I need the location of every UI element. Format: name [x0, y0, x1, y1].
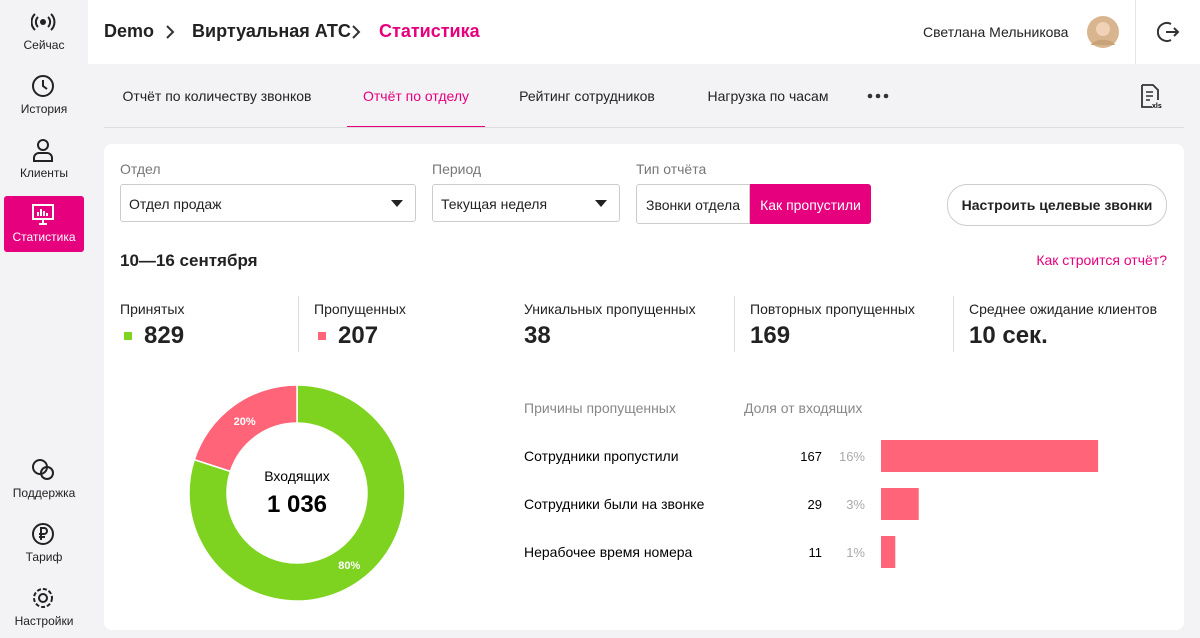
date-range: 10—16 сентября: [120, 251, 258, 270]
breadcrumb[interactable]: Виртуальная АТС: [192, 21, 351, 41]
more-tabs[interactable]: [866, 90, 890, 102]
reason-share: 16%: [839, 449, 865, 464]
reason-share: 1%: [846, 545, 865, 560]
svg-text:xls: xls: [1152, 103, 1162, 110]
toggle-option[interactable]: Звонки отдела: [636, 184, 750, 224]
user-name[interactable]: Светлана Мельникова: [923, 24, 1069, 40]
nav-item[interactable]: Поддержка: [4, 452, 84, 508]
stat-divider: [298, 296, 299, 352]
nav-icon: [32, 204, 54, 225]
nav-label: Клиенты: [19, 166, 69, 180]
nav-item[interactable]: Сейчас: [4, 4, 84, 60]
nav-icon: [31, 13, 56, 31]
header: Demo Виртуальная АТС Статистика Светлана…: [88, 0, 1200, 64]
select-value: Текущая неделя: [441, 196, 548, 212]
stat-value: 169: [750, 322, 791, 349]
caret: [595, 200, 607, 207]
nav-label: Поддержка: [12, 486, 76, 500]
slice-label: 20%: [234, 416, 256, 428]
nav-item[interactable]: Клиенты: [4, 132, 84, 188]
donut-slice: [188, 384, 406, 602]
caret: [391, 200, 403, 207]
stat-label: Повторных пропущенных: [750, 301, 915, 317]
charts: 80% 20% Входящих 1 036 Причины пропущенных До…: [188, 384, 1099, 602]
bar: [881, 536, 896, 568]
donut-center-label: Входящих: [264, 468, 330, 484]
tab[interactable]: Отчёт по отделу: [347, 64, 485, 128]
column-header: Причины пропущенных: [524, 400, 676, 416]
nav-label: История: [20, 102, 68, 116]
period-select[interactable]: Текущая неделя: [432, 184, 620, 222]
department-select[interactable]: Отдел продаж: [120, 184, 416, 222]
logout-icon[interactable]: [1157, 20, 1181, 44]
divider: [1135, 0, 1136, 64]
stat-value: 829: [144, 322, 185, 349]
stat-label: Принятых: [120, 301, 185, 317]
reason-label: Сотрудники были на звонке: [524, 496, 705, 512]
help-link[interactable]: Как строится отчёт?: [1036, 252, 1167, 268]
nav-icon: [32, 459, 54, 480]
stat-value: 207: [338, 322, 379, 349]
stat-label: Пропущенных: [314, 301, 406, 317]
reason-count: 29: [808, 497, 822, 512]
nav-label: Сейчас: [23, 38, 65, 52]
configure-button[interactable]: Настроить целевые звонки: [947, 184, 1167, 226]
nav-icon: [33, 139, 53, 162]
stat-value: 38: [524, 322, 551, 349]
avatar[interactable]: [1086, 15, 1120, 49]
nav-item[interactable]: Тариф: [4, 516, 84, 572]
sidebar: Сейчас История Клиенты Статистика Поддержка Т…: [0, 0, 88, 638]
bar: [881, 440, 1099, 472]
toggle-option[interactable]: Как пропустили: [750, 184, 871, 224]
breadcrumb: Статистика: [379, 21, 480, 41]
tabs-border: [104, 127, 1184, 128]
bar: [881, 488, 919, 520]
nav-icon: [32, 75, 54, 97]
stat-label: Среднее ожидание клиентов: [969, 301, 1158, 317]
stat-divider: [734, 296, 735, 352]
reason-share: 3%: [846, 497, 865, 512]
column-header: Доля от входящих: [744, 400, 862, 416]
donut-total: 1 036: [267, 491, 327, 518]
nav-item[interactable]: Статистика: [4, 196, 84, 252]
tab[interactable]: Нагрузка по часам: [707, 88, 829, 104]
nav-icon: [32, 523, 54, 545]
nav-icon: [33, 588, 53, 608]
stat-divider: [953, 296, 954, 352]
nav-label: Тариф: [25, 550, 63, 564]
stat-label: Уникальных пропущенных: [524, 301, 696, 317]
nav-label: Статистика: [12, 230, 76, 244]
nav-item[interactable]: Настройки: [4, 580, 84, 636]
stat-value: 10 сек.: [969, 322, 1048, 349]
stat-marker: [124, 332, 132, 340]
reason-count: 11: [809, 545, 823, 560]
filter-label: Тип отчёта: [636, 161, 707, 177]
select-value: Отдел продаж: [129, 196, 222, 212]
reason-label: Сотрудники пропустили: [524, 448, 679, 464]
chevron: [352, 25, 361, 39]
reason-count: 167: [800, 449, 822, 464]
nav-label: Настройки: [14, 614, 74, 628]
donut-slice: [193, 384, 298, 473]
breadcrumb[interactable]: Demo: [104, 21, 155, 41]
tab[interactable]: Отчёт по количеству звонков: [122, 88, 312, 104]
xls-export[interactable]: xls: [1139, 83, 1165, 111]
stat-marker: [318, 332, 326, 340]
filter-label: Отдел: [120, 161, 161, 177]
filter-label: Период: [432, 161, 482, 177]
tab[interactable]: Рейтинг сотрудников: [519, 88, 655, 104]
reason-label: Нерабочее время номера: [524, 544, 693, 560]
chevron: [166, 25, 175, 39]
slice-label: 80%: [338, 560, 360, 572]
nav-item[interactable]: История: [4, 68, 84, 124]
report-card: Отдел Отдел продаж Период Текущая неделя…: [104, 144, 1184, 630]
